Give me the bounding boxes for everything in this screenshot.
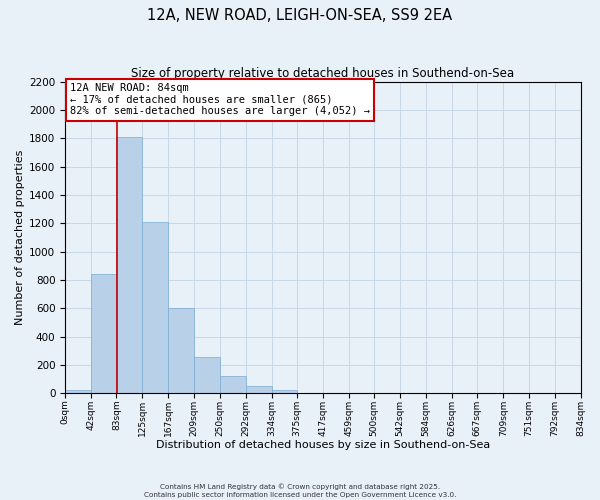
Text: Contains HM Land Registry data © Crown copyright and database right 2025.
Contai: Contains HM Land Registry data © Crown c… <box>144 484 456 498</box>
Text: 12A NEW ROAD: 84sqm
← 17% of detached houses are smaller (865)
82% of semi-detac: 12A NEW ROAD: 84sqm ← 17% of detached ho… <box>70 83 370 116</box>
Bar <box>297 392 323 393</box>
Text: 12A, NEW ROAD, LEIGH-ON-SEA, SS9 2EA: 12A, NEW ROAD, LEIGH-ON-SEA, SS9 2EA <box>148 8 452 22</box>
Bar <box>142 222 169 393</box>
Bar <box>116 137 142 393</box>
Bar <box>272 390 297 393</box>
Bar <box>194 357 220 393</box>
Bar <box>169 308 194 393</box>
Bar <box>91 274 116 393</box>
Bar <box>65 390 91 393</box>
Bar <box>245 386 272 393</box>
Title: Size of property relative to detached houses in Southend-on-Sea: Size of property relative to detached ho… <box>131 68 514 80</box>
Bar <box>220 376 245 393</box>
Y-axis label: Number of detached properties: Number of detached properties <box>15 150 25 325</box>
X-axis label: Distribution of detached houses by size in Southend-on-Sea: Distribution of detached houses by size … <box>155 440 490 450</box>
